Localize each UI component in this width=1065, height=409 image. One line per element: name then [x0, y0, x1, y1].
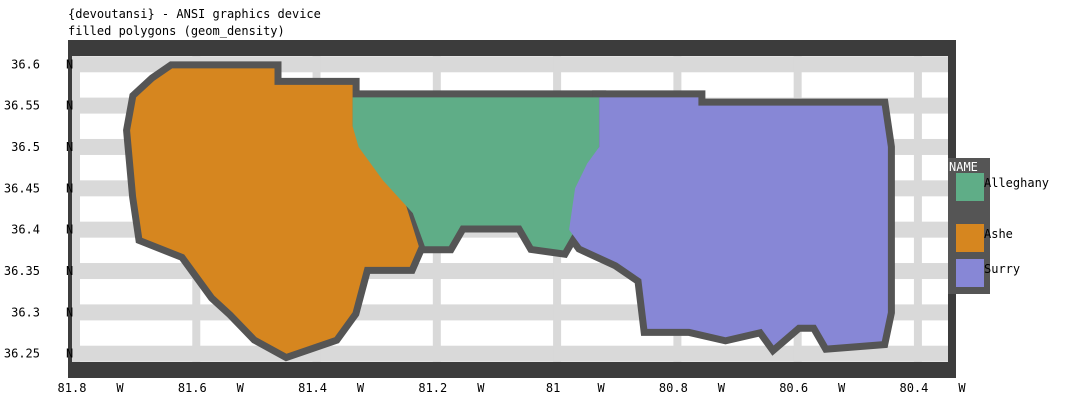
window-title: {devoutansi} - ANSI graphics device	[68, 7, 321, 21]
legend-swatch	[956, 259, 984, 287]
y-tick-suffix: N	[66, 305, 73, 319]
legend-label: Ashe	[984, 227, 1013, 241]
y-tick-label: 36.25	[4, 347, 40, 361]
x-tick-suffix: W	[958, 381, 966, 395]
county-polygon-alleghany	[352, 97, 600, 251]
y-tick-suffix: N	[66, 347, 73, 361]
x-tick-label: 80.4	[899, 381, 928, 395]
y-tick-label: 36.4	[11, 223, 40, 237]
x-tick-label: 81.4	[298, 381, 327, 395]
x-tick-suffix: W	[718, 381, 726, 395]
x-tick-suffix: W	[237, 381, 245, 395]
grid-band-y	[76, 56, 948, 73]
legend-swatch	[956, 224, 984, 252]
chart-subtitle: filled polygons (geom_density)	[68, 24, 285, 38]
y-tick-label: 36.5	[11, 140, 40, 154]
x-tick-label: 81.6	[178, 381, 207, 395]
y-tick-suffix: N	[66, 140, 73, 154]
grid-band-y	[76, 345, 948, 362]
x-tick-label: 81	[546, 381, 560, 395]
legend-title: NAME	[949, 160, 978, 174]
grid-band-x	[913, 56, 922, 362]
x-tick-suffix: W	[597, 381, 605, 395]
y-tick-suffix: N	[66, 181, 73, 195]
y-tick-suffix: N	[66, 264, 73, 278]
y-tick-suffix: N	[66, 57, 73, 71]
y-tick-label: 36.3	[11, 305, 40, 319]
x-tick-suffix: W	[357, 381, 365, 395]
x-tick-label: 80.8	[659, 381, 688, 395]
y-tick-suffix: N	[66, 223, 73, 237]
y-tick-suffix: N	[66, 99, 73, 113]
x-tick-suffix: W	[477, 381, 485, 395]
legend-swatch	[956, 173, 984, 201]
x-tick-suffix: W	[116, 381, 124, 395]
y-tick-label: 36.35	[4, 264, 40, 278]
county-polygon-ashe	[130, 68, 419, 354]
legend-label: Surry	[984, 262, 1020, 276]
county-polygon-surry	[569, 97, 888, 346]
legend-label: Alleghany	[984, 176, 1049, 190]
grid-band-x	[72, 56, 80, 362]
x-tick-label: 81.8	[58, 381, 87, 395]
x-tick-label: 81.2	[418, 381, 447, 395]
x-tick-label: 80.6	[779, 381, 808, 395]
y-tick-label: 36.6	[11, 57, 40, 71]
x-tick-suffix: W	[838, 381, 846, 395]
y-tick-label: 36.45	[4, 181, 40, 195]
y-tick-label: 36.55	[4, 99, 40, 113]
